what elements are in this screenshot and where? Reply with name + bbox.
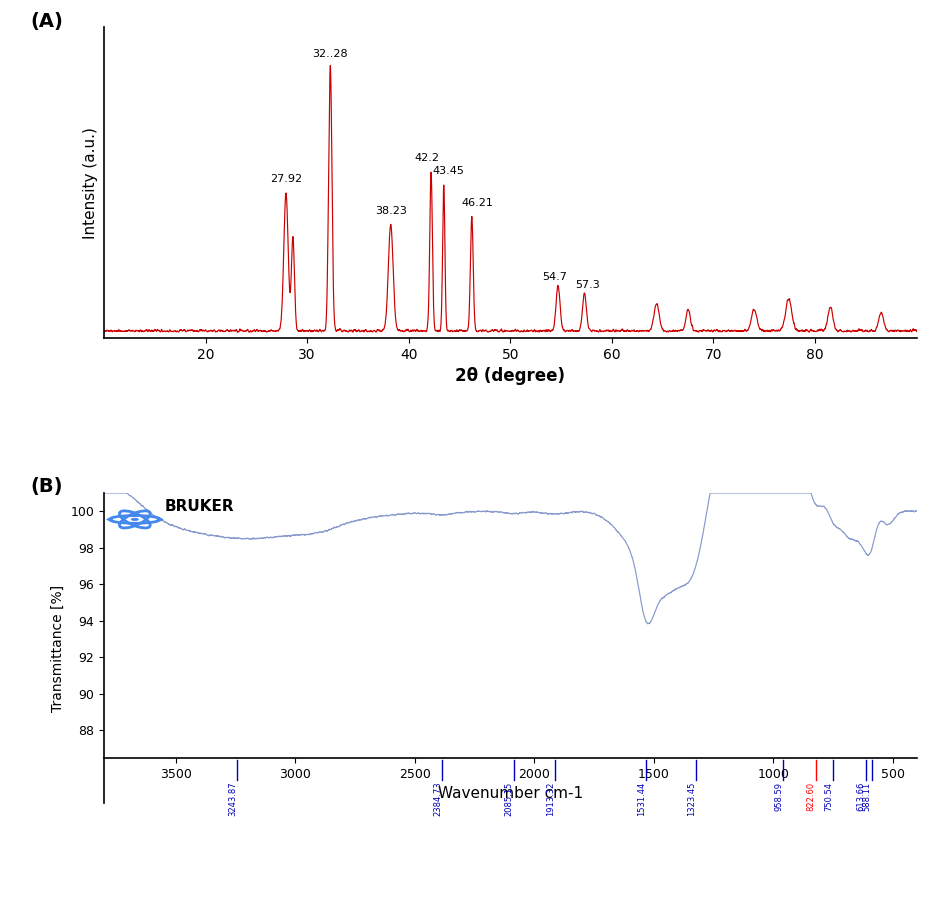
Circle shape: [131, 514, 138, 517]
Text: 2085.15: 2085.15: [504, 782, 514, 816]
Text: 588.11: 588.11: [862, 782, 870, 811]
Text: 750.54: 750.54: [823, 782, 832, 811]
Text: 54.7: 54.7: [542, 272, 566, 282]
Text: 958.59: 958.59: [773, 782, 783, 811]
Text: (B): (B): [31, 477, 63, 497]
Text: 43.45: 43.45: [432, 166, 464, 176]
Circle shape: [107, 519, 112, 520]
Text: 27.92: 27.92: [270, 174, 302, 184]
Text: 1531.44: 1531.44: [636, 782, 646, 816]
Circle shape: [157, 519, 163, 520]
Text: 1913.32: 1913.32: [546, 782, 554, 816]
Circle shape: [130, 518, 139, 521]
Text: 3243.87: 3243.87: [228, 782, 237, 816]
Circle shape: [131, 522, 138, 525]
Text: 613.66: 613.66: [855, 782, 865, 811]
Text: 38.23: 38.23: [375, 205, 406, 215]
X-axis label: Wavenumber cm-1: Wavenumber cm-1: [437, 786, 582, 801]
Text: (A): (A): [31, 12, 63, 31]
Text: BRUKER: BRUKER: [164, 499, 234, 514]
Text: 42.2: 42.2: [414, 152, 439, 163]
Text: 2384.73: 2384.73: [432, 782, 442, 816]
Y-axis label: Transmittance [%]: Transmittance [%]: [51, 584, 65, 712]
Text: 822.60: 822.60: [806, 782, 815, 811]
Y-axis label: Intensity (a.u.): Intensity (a.u.): [83, 127, 98, 238]
Text: 32..28: 32..28: [312, 49, 347, 59]
Text: 57.3: 57.3: [575, 280, 599, 290]
Text: 46.21: 46.21: [461, 198, 492, 208]
X-axis label: 2θ (degree): 2θ (degree): [455, 367, 565, 385]
Text: 1323.45: 1323.45: [686, 782, 695, 816]
